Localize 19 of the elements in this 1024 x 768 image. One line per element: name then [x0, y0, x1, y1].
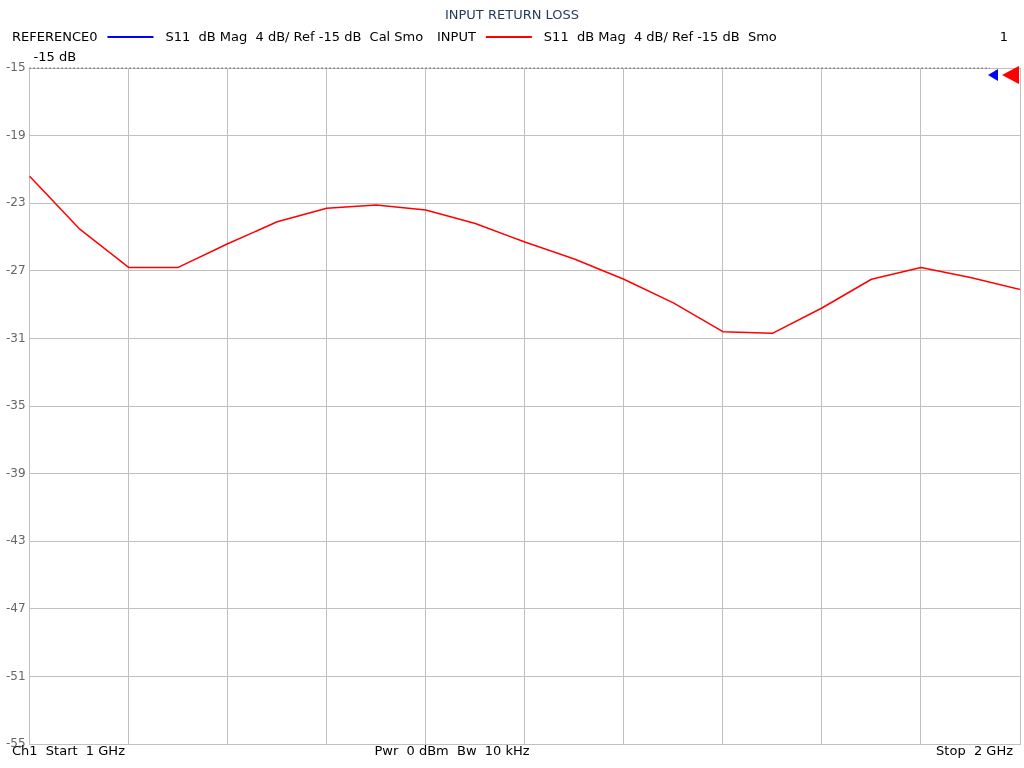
y-tick-label: -15: [5, 60, 26, 75]
legend-label: S11 dB Mag 4 dB/ Ref -15 dB Smo: [543, 29, 777, 45]
y-tick-label: -19: [5, 127, 26, 142]
text: INPUT: [437, 29, 476, 45]
annotation: Pwr 0 dBm Bw 10 kHz: [374, 743, 530, 759]
y-tick-label: -43: [5, 533, 26, 548]
ref-line-label: -15 dB: [33, 49, 77, 65]
annotation: Stop 2 GHz: [936, 743, 1014, 759]
chart-title: INPUT RETURN LOSS: [444, 7, 580, 23]
y-tick-label: -35: [5, 398, 26, 413]
y-tick-label: -27: [5, 262, 26, 277]
y-tick-label: -47: [5, 600, 26, 615]
y-tick-label: -51: [5, 668, 26, 683]
y-tick-label: -39: [5, 465, 26, 480]
legend-label: S11 dB Mag 4 dB/ Ref -15 dB Cal Smo: [165, 29, 424, 45]
text: REFERENCE0: [12, 29, 98, 45]
y-tick-label: -31: [5, 330, 26, 345]
y-tick-label: -23: [5, 195, 26, 210]
text: 1: [999, 29, 1009, 45]
